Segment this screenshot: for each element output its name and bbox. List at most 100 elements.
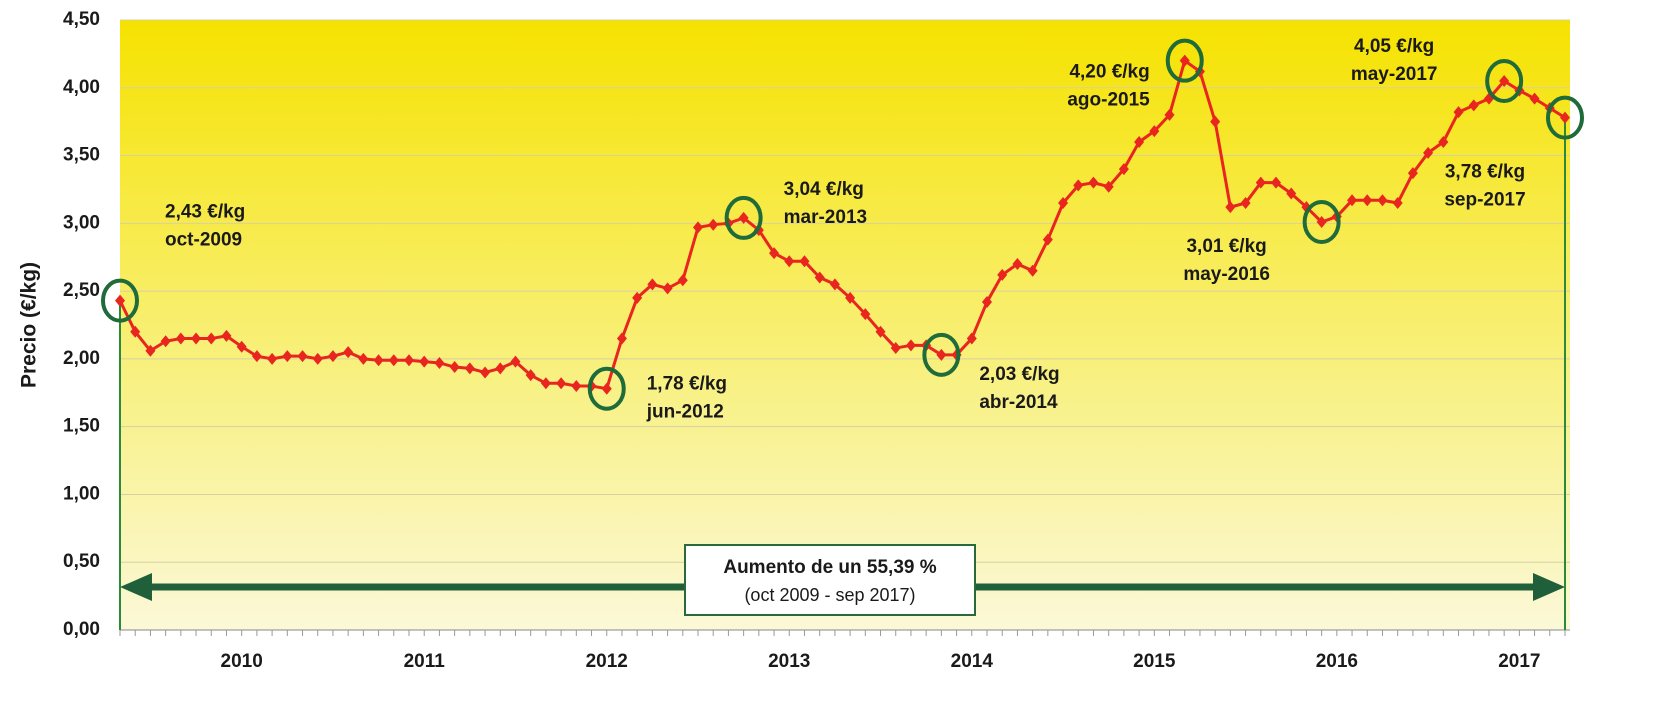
data-point (1560, 111, 1570, 124)
data-point (1179, 54, 1190, 67)
data-point (1438, 136, 1449, 148)
data-point (936, 348, 947, 361)
data-point (1164, 108, 1175, 121)
y-tick-label: 0,00 (63, 619, 100, 640)
data-point (1225, 201, 1236, 214)
value-label: 3,01 €/kg (1186, 236, 1266, 257)
y-axis-label: Precio (€/kg) (18, 262, 41, 388)
x-tick-label: 2010 (221, 651, 263, 672)
data-point (1316, 215, 1327, 228)
y-tick-label: 0,50 (63, 551, 100, 572)
data-point (997, 268, 1008, 281)
date-label: ago-2015 (1067, 90, 1150, 111)
data-point (175, 332, 186, 345)
data-point (1453, 106, 1464, 119)
data-point (1423, 146, 1434, 159)
data-point (632, 291, 643, 304)
data-point (814, 271, 825, 284)
data-point (145, 344, 156, 357)
data-point (404, 354, 414, 367)
data-point (875, 325, 886, 338)
data-point (1103, 180, 1114, 193)
data-point (434, 356, 445, 369)
data-point (1134, 136, 1145, 148)
data-point (449, 361, 460, 374)
data-point (1210, 115, 1221, 128)
x-tick-label: 2012 (586, 651, 628, 672)
data-point (677, 274, 688, 287)
data-point (616, 332, 627, 345)
data-point (343, 346, 354, 359)
data-point (282, 350, 293, 363)
data-point (267, 352, 278, 365)
data-point (1088, 176, 1099, 189)
data-point (662, 282, 673, 295)
data-point (769, 247, 780, 260)
data-point (1468, 99, 1479, 112)
x-tick-label: 2015 (1133, 651, 1176, 672)
data-point (221, 329, 232, 342)
highlight-circle (1165, 38, 1204, 83)
highlight-circle (101, 278, 139, 323)
x-tick-label: 2011 (404, 651, 446, 672)
data-point (1499, 75, 1510, 87)
data-point (890, 342, 901, 355)
highlight-circle (724, 195, 763, 240)
value-label: 3,04 €/kg (784, 179, 864, 200)
data-point (206, 332, 217, 345)
data-point (1407, 167, 1418, 180)
highlight-circle (587, 366, 626, 411)
value-label: 4,05 €/kg (1354, 36, 1434, 57)
arrow-head (1533, 573, 1565, 601)
y-tick-label: 1,50 (63, 416, 100, 437)
data-point (388, 354, 399, 367)
data-point (1149, 125, 1160, 138)
data-point (1377, 194, 1388, 207)
data-point (1058, 197, 1069, 209)
date-label: sep-2017 (1444, 190, 1525, 211)
data-point (784, 255, 795, 268)
data-point (1012, 258, 1023, 270)
data-point (115, 294, 125, 307)
data-point (160, 335, 171, 348)
data-point (251, 350, 262, 363)
y-tick-label: 3,50 (63, 145, 100, 166)
highlight-circle (1302, 199, 1341, 244)
data-point (1042, 233, 1053, 246)
data-point (1347, 194, 1358, 207)
data-point (495, 362, 506, 375)
data-point (464, 362, 475, 375)
date-label: abr-2014 (979, 392, 1058, 413)
data-point (1118, 163, 1129, 176)
data-point (860, 308, 871, 321)
value-label: 1,78 €/kg (647, 374, 727, 395)
date-label: may-2017 (1351, 64, 1438, 85)
data-point (1286, 187, 1297, 200)
y-tick-label: 4,00 (63, 77, 100, 98)
data-point (693, 221, 703, 234)
data-point (601, 382, 612, 395)
data-point (708, 218, 719, 231)
x-tick-label: 2016 (1316, 651, 1358, 672)
data-point (297, 350, 308, 363)
data-point (1392, 197, 1403, 209)
data-point (191, 332, 202, 345)
data-point (525, 369, 536, 382)
data-point (1271, 176, 1281, 189)
data-point (829, 278, 840, 291)
value-label: 2,43 €/kg (165, 202, 245, 223)
date-label: mar-2013 (784, 207, 867, 228)
x-tick-label: 2014 (951, 651, 994, 672)
data-point (480, 366, 491, 379)
data-point (327, 350, 338, 363)
annotation-title: Aumento de un 55,39 % (723, 557, 936, 578)
data-point (1255, 176, 1266, 189)
data-point (845, 291, 856, 304)
date-label: may-2016 (1183, 264, 1270, 285)
data-point (799, 255, 810, 268)
value-label: 3,78 €/kg (1445, 162, 1525, 183)
data-point (1073, 179, 1084, 192)
arrow-head (120, 573, 152, 601)
date-label: jun-2012 (646, 402, 724, 423)
